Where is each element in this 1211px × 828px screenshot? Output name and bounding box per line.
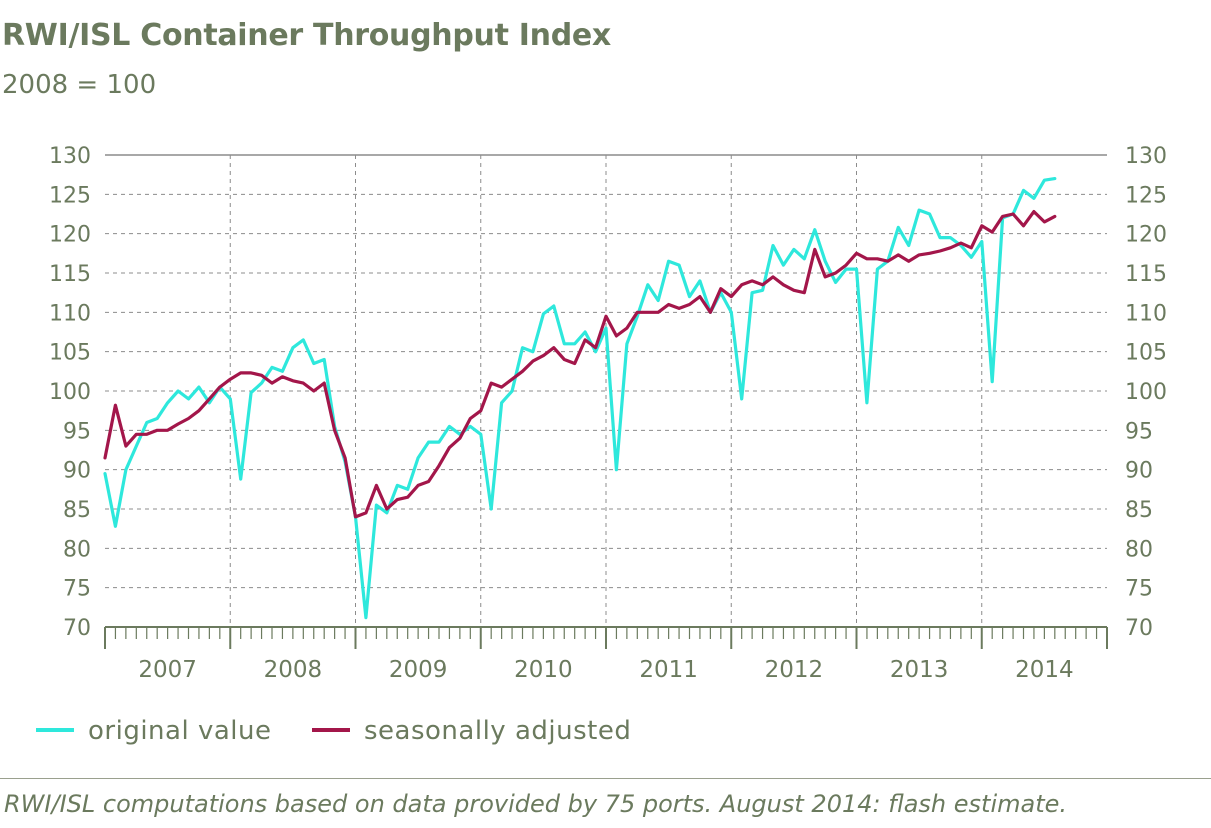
y-tick-label-left: 100 [49, 380, 91, 405]
y-tick-label-left: 85 [63, 498, 91, 523]
x-year-label: 2014 [1015, 657, 1074, 683]
x-year-label: 2009 [389, 657, 448, 683]
legend-swatch-adjusted [312, 727, 350, 732]
x-year-label: 2007 [138, 657, 197, 683]
y-tick-label-right: 115 [1125, 262, 1167, 287]
y-tick-label-right: 100 [1125, 380, 1167, 405]
y-tick-label-right: 75 [1125, 577, 1153, 602]
y-tick-label-right: 110 [1125, 301, 1167, 326]
y-tick-label-right: 95 [1125, 419, 1153, 444]
y-tick-label-left: 105 [49, 341, 91, 366]
y-tick-label-left: 95 [63, 419, 91, 444]
y-tick-label-right: 85 [1125, 498, 1153, 523]
y-tick-label-left: 80 [63, 537, 91, 562]
y-tick-label-right: 70 [1125, 616, 1153, 641]
legend-swatch-original [36, 727, 74, 732]
series-line-adjusted [103, 210, 1057, 519]
y-tick-label-left: 70 [63, 616, 91, 641]
x-year-label: 2011 [639, 657, 698, 683]
chart-title: RWI/ISL Container Throughput Index [2, 18, 611, 53]
x-year-label: 2010 [514, 657, 573, 683]
x-year-label: 2012 [765, 657, 824, 683]
y-tick-label-left: 115 [49, 262, 91, 287]
series-line-original [103, 177, 1057, 620]
legend-label-original: original value [88, 716, 272, 746]
y-tick-label-left: 130 [49, 144, 91, 169]
y-tick-label-left: 90 [63, 459, 91, 484]
footer-divider [0, 778, 1211, 779]
y-tick-label-right: 130 [1125, 144, 1167, 169]
legend-item-original: original value [36, 716, 271, 746]
legend-label-adjusted: seasonally adjusted [364, 716, 632, 746]
y-tick-label-right: 125 [1125, 183, 1167, 208]
y-tick-label-left: 125 [49, 183, 91, 208]
chart-subtitle: 2008 = 100 [2, 70, 157, 100]
x-year-label: 2013 [890, 657, 949, 683]
legend-item-adjusted: seasonally adjusted [312, 716, 631, 746]
y-tick-label-left: 110 [49, 301, 91, 326]
y-tick-label-right: 80 [1125, 537, 1153, 562]
line-chart: 70 70 75 75 80 80 85 85 90 90 95 95 100 100 105 105 110 1… [49, 144, 1167, 683]
footnote: RWI/ISL computations based on data provi… [4, 790, 1068, 818]
y-tick-label-left: 75 [63, 577, 91, 602]
y-tick-label-right: 120 [1125, 223, 1167, 248]
y-tick-label-right: 105 [1125, 341, 1167, 366]
y-tick-label-right: 90 [1125, 459, 1153, 484]
y-tick-label-left: 120 [49, 223, 91, 248]
x-year-label: 2008 [264, 657, 323, 683]
